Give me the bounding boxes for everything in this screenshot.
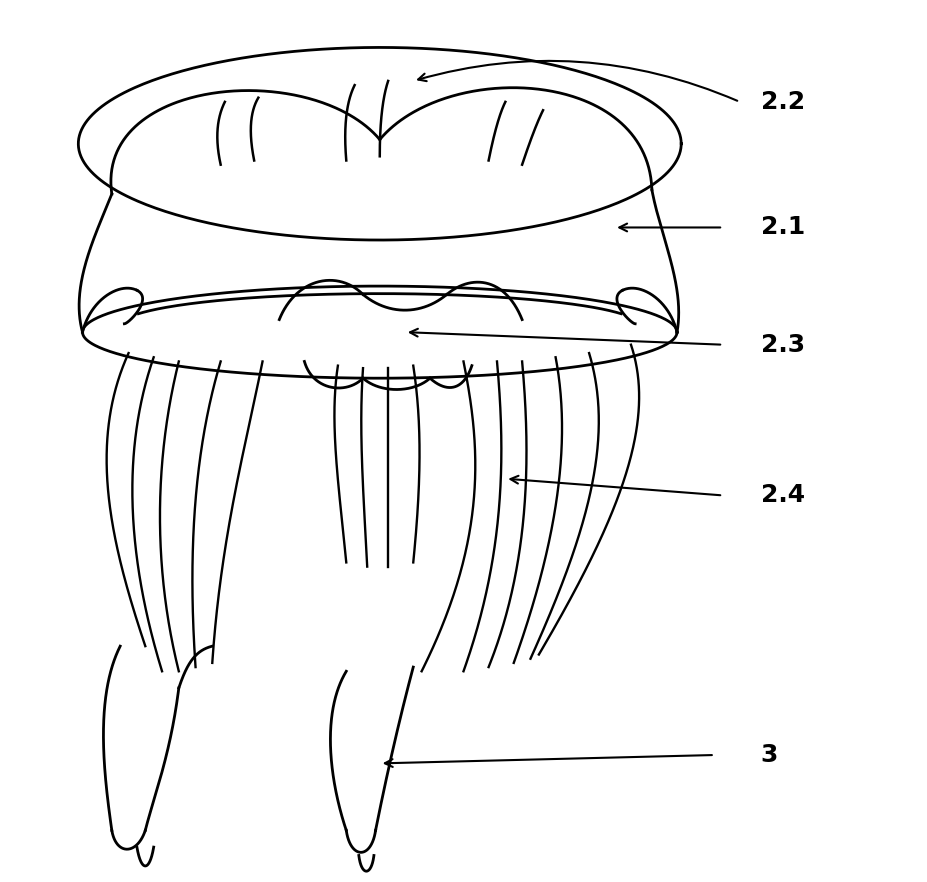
Text: 2.3: 2.3	[761, 333, 805, 356]
Text: 3: 3	[761, 743, 778, 767]
Text: 2.2: 2.2	[761, 90, 805, 114]
Text: 2.1: 2.1	[761, 215, 805, 240]
Text: 2.4: 2.4	[761, 483, 805, 507]
